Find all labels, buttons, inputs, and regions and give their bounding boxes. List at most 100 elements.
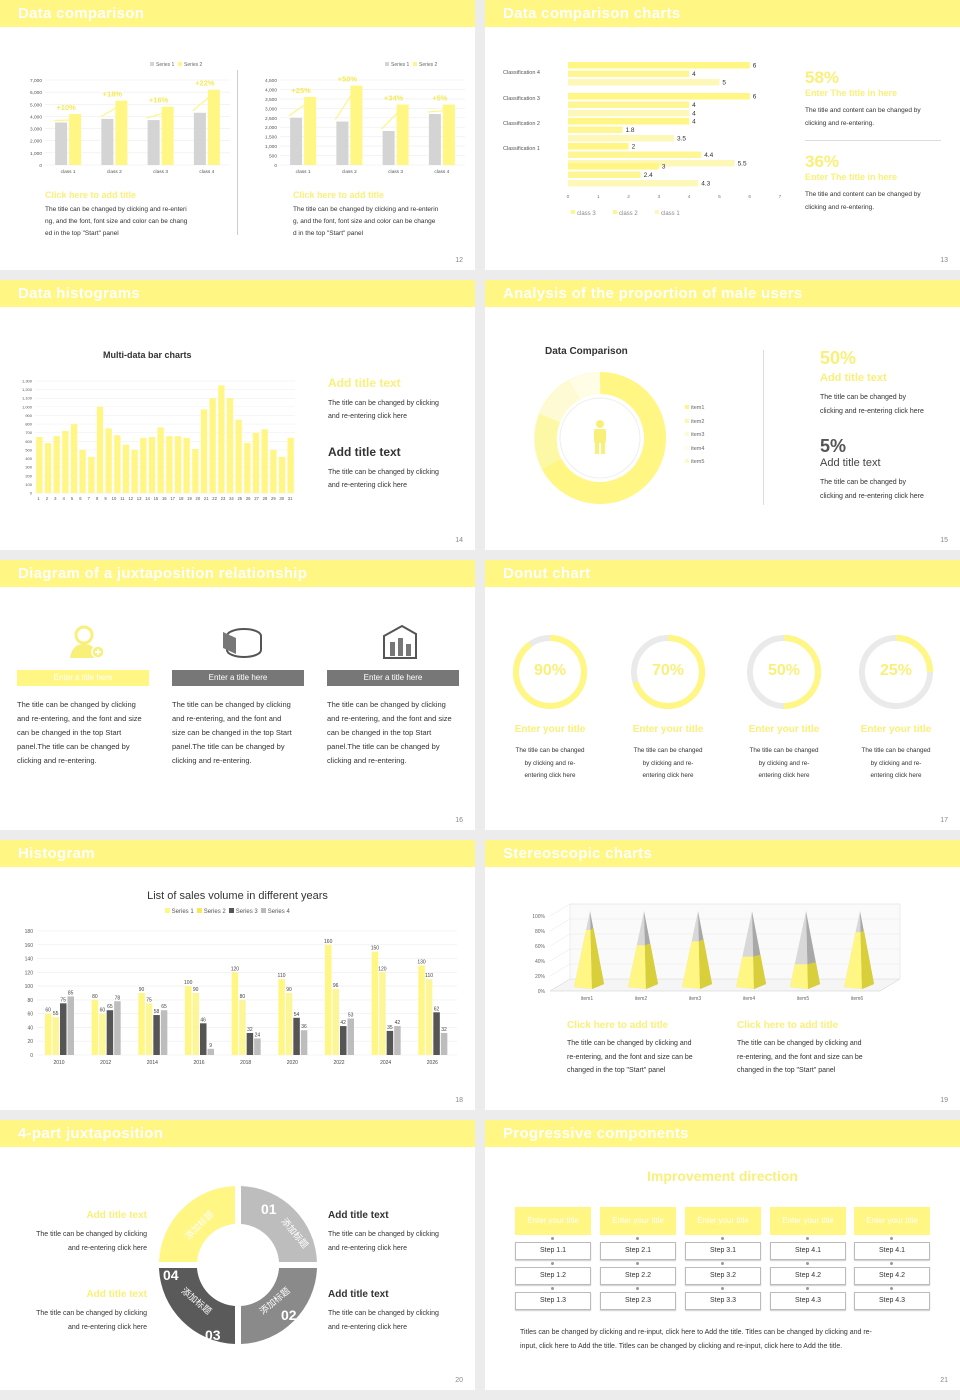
column-label[interactable]: Enter a title here (172, 670, 304, 686)
slide-15[interactable]: Analysis of the proportion of male users… (485, 280, 960, 550)
column-header[interactable]: Enter your title (515, 1207, 591, 1235)
stat-text: The title and content can be changed by c… (805, 191, 921, 211)
slide-17[interactable]: Donut chart 90% Enter your title The title… (485, 560, 960, 830)
slide-14[interactable]: Data histograms Multi-data bar charts 1,… (0, 280, 475, 550)
stat-subtitle[interactable]: Add title text (820, 372, 887, 384)
slide-20[interactable]: 4-part juxtaposition 01 02 03 04 添加标题 添加… (0, 1120, 475, 1390)
column-header[interactable]: Enter your title (854, 1207, 930, 1235)
x-tick-label: class 4 (434, 169, 449, 175)
cone-fill (628, 945, 646, 989)
step-box[interactable]: Step 2.1 (600, 1242, 676, 1260)
cone-fill-shade (590, 928, 604, 989)
y-tick-label: 800 (25, 422, 32, 427)
bar-value-label: 90 (286, 987, 292, 993)
slide-16[interactable]: Diagram of a juxtaposition relationship … (0, 560, 475, 830)
growth-label: +5% (432, 94, 448, 103)
bar (183, 437, 190, 493)
divider (805, 140, 941, 141)
bar-value-label: 78 (115, 995, 121, 1001)
step-box[interactable]: Step 2.3 (600, 1292, 676, 1310)
step-box[interactable]: Step 2.2 (600, 1267, 676, 1285)
slide-title: Stereoscopic charts (503, 845, 653, 862)
x-tick-label: 0 (567, 194, 570, 200)
x-tick-label: 2 (627, 194, 630, 200)
column-text: The title can be changed by clicking and … (17, 700, 142, 765)
bar-value-label: 1.8 (626, 127, 635, 134)
step-box[interactable]: Step 4.1 (770, 1242, 846, 1260)
step-box[interactable]: Step 1.2 (515, 1267, 591, 1285)
x-tick-label: 3 (658, 194, 661, 200)
step-box[interactable]: Step 3.2 (685, 1267, 761, 1285)
heading-tr[interactable]: Add title text (328, 1210, 389, 1221)
column-header[interactable]: Enter your title (770, 1207, 846, 1235)
slide-19[interactable]: Stereoscopic charts 100% 80% 60% 40% 20% 0% it… (485, 840, 960, 1110)
donut-text: The title can be changed by clicking and … (633, 747, 703, 779)
h-bar (568, 101, 690, 108)
column-label[interactable]: Enter a title here (17, 670, 149, 686)
heading-bl[interactable]: Add title text (86, 1289, 147, 1300)
x-tick-label: 2016 (193, 1060, 204, 1066)
segment-03 (159, 1268, 235, 1344)
donut-title[interactable]: Enter your title (748, 724, 820, 735)
bar-value-label: 100 (184, 980, 193, 986)
step-box[interactable]: Step 1.3 (515, 1292, 591, 1310)
x-tick-label: 15 (154, 496, 159, 501)
heading-2[interactable]: Add title text (328, 445, 401, 459)
bar-value-label: 65 (161, 1004, 167, 1010)
donut-chart (534, 372, 667, 504)
bar-series-2 (285, 993, 293, 1055)
stat-subtitle[interactable]: Enter The title in here (805, 172, 898, 182)
y-tick-label: 4,000 (30, 114, 42, 120)
y-tick-label: 3,500 (265, 97, 277, 103)
stat-subtitle[interactable]: Enter The title in here (805, 88, 898, 98)
bar-series-2 (99, 1013, 106, 1055)
bar-value-label: 42 (340, 1020, 346, 1026)
step-box[interactable]: Step 4.3 (770, 1292, 846, 1310)
bar-value-label: 6 (753, 94, 757, 101)
x-tick-label: 10 (112, 496, 117, 501)
heading-tl[interactable]: Add title text (86, 1210, 147, 1221)
slide-12[interactable]: Data comparison Series 1 Series 2 7,000 6,0… (0, 0, 475, 270)
step-box[interactable]: Step 3.3 (685, 1292, 761, 1310)
legend-swatch (385, 62, 389, 66)
h-bar (568, 171, 641, 178)
slide-header: Diagram of a juxtaposition relationship (0, 560, 475, 587)
step-box[interactable]: Step 1.1 (515, 1242, 591, 1260)
heading-1[interactable]: Click here to add title (567, 1020, 669, 1031)
y-tick-label: 7,000 (30, 78, 42, 84)
heading-br[interactable]: Add title text (328, 1289, 389, 1300)
x-tick-label: 18 (179, 496, 184, 501)
step-box[interactable]: Step 4.1 (854, 1242, 930, 1260)
heading-1[interactable]: Add title text (328, 376, 401, 390)
step-box[interactable]: Step 4.2 (770, 1267, 846, 1285)
heading-2[interactable]: Click here to add title (737, 1020, 839, 1031)
stat-subtitle[interactable]: Add title text (820, 457, 881, 469)
donut-title[interactable]: Enter your title (514, 724, 586, 735)
bar (148, 437, 156, 493)
donut-title[interactable]: Enter your title (860, 724, 932, 735)
step-box[interactable]: Step 4.3 (854, 1292, 930, 1310)
slide-21[interactable]: Progressive components Improvement direc… (485, 1120, 960, 1390)
column-header[interactable]: Enter your title (685, 1207, 761, 1235)
step-box[interactable]: Step 4.2 (854, 1267, 930, 1285)
bar-value-label: 4 (692, 119, 696, 126)
bar-value-label: 110 (278, 973, 286, 979)
gridline (549, 933, 571, 947)
bar-series-1 (428, 114, 441, 165)
slide-header: Data histograms (0, 280, 475, 307)
bar (70, 424, 78, 493)
connector-dot (636, 1237, 639, 1240)
step-box[interactable]: Step 3.1 (685, 1242, 761, 1260)
donut-title[interactable]: Enter your title (632, 724, 704, 735)
y-tick-label: 80 (27, 998, 33, 1004)
right-heading[interactable]: Click here to add title (293, 190, 385, 200)
column-label[interactable]: Enter a title here (327, 670, 459, 686)
page-number: 17 (940, 817, 948, 824)
left-heading[interactable]: Click here to add title (45, 190, 137, 200)
column-header[interactable]: Enter your title (600, 1207, 676, 1235)
slide-18[interactable]: Histogram List of sales volume in differ… (0, 840, 475, 1110)
cone-fill-shade (753, 954, 766, 989)
column-text: The title can be changed by clicking and … (172, 700, 292, 765)
footer-text: Titles can be changed by clicking and re… (520, 1329, 872, 1350)
